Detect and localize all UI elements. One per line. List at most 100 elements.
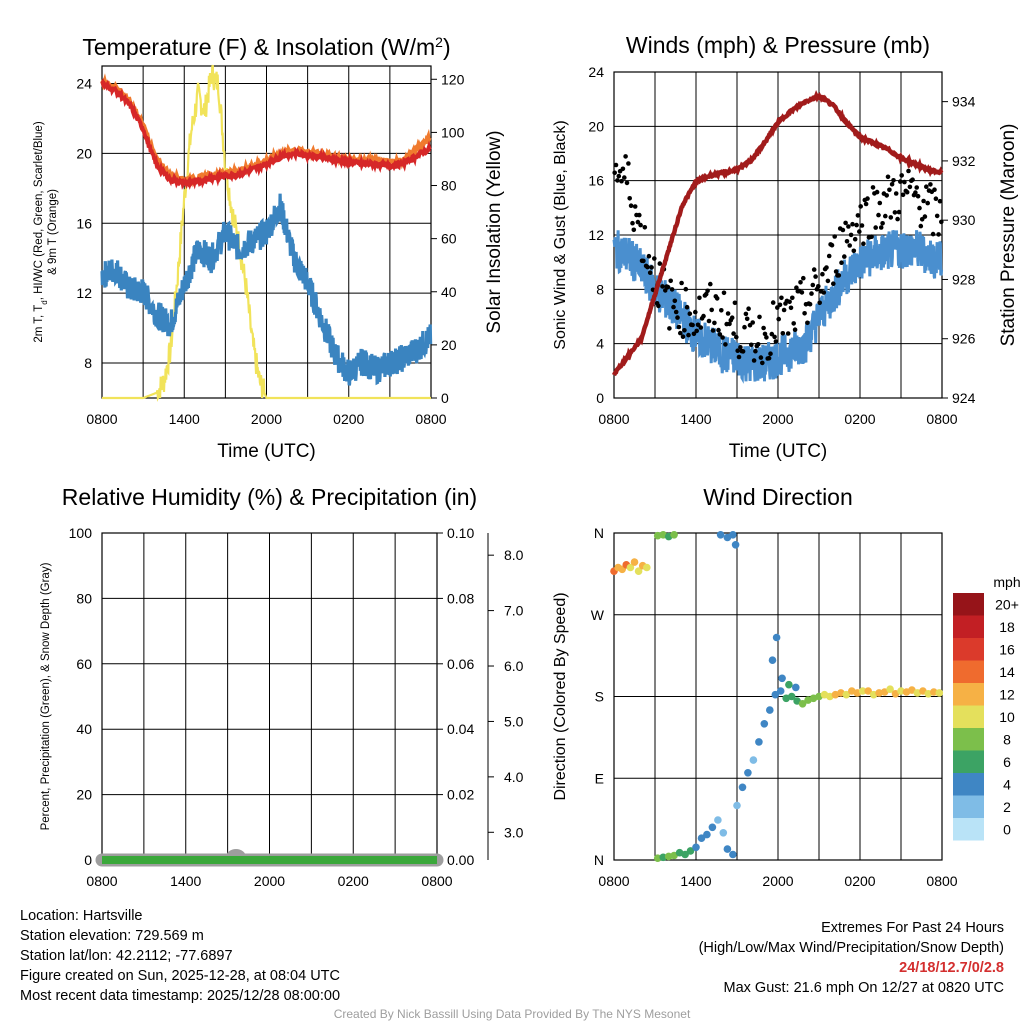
gust-point bbox=[667, 326, 672, 331]
gust-point bbox=[668, 278, 673, 284]
wind-speed-colorbar: mph 20+ 18 16 14 12 10 8 6 4 2 0 bbox=[953, 574, 1021, 841]
chart-title: Wind Direction bbox=[703, 484, 853, 510]
gust-point bbox=[918, 223, 924, 229]
gust-point bbox=[691, 331, 697, 337]
y2-tick-label: 60 bbox=[441, 231, 457, 247]
y3-tick-label: 3.0 bbox=[504, 824, 524, 840]
y-tick-label: 16 bbox=[588, 173, 604, 189]
gust-point bbox=[805, 320, 810, 326]
title-close: ) bbox=[443, 34, 451, 60]
gust-point bbox=[758, 355, 764, 360]
gust-point bbox=[649, 265, 654, 270]
gust-point bbox=[706, 318, 712, 324]
wind-direction-point bbox=[766, 706, 774, 714]
y-axis-label-line-1: 2m T, Td, HI/WC (Red, Green, Scarlet/Blu… bbox=[33, 121, 49, 342]
wind-direction-point bbox=[842, 690, 851, 699]
y2-tick-label: 932 bbox=[952, 153, 976, 169]
gust-point bbox=[854, 222, 859, 228]
gust-point bbox=[877, 200, 883, 206]
y-tick-label: 0 bbox=[84, 852, 92, 868]
gust-point bbox=[902, 179, 907, 185]
gust-point bbox=[673, 309, 679, 315]
gust-point bbox=[753, 348, 758, 354]
colorbar-label: 6 bbox=[1003, 754, 1011, 770]
y3-tick-label: 5.0 bbox=[504, 713, 524, 729]
x-tick-label: 1400 bbox=[169, 411, 200, 427]
colorbar-swatch bbox=[953, 818, 984, 841]
gust-point bbox=[829, 242, 835, 248]
wind-direction-point bbox=[626, 563, 635, 572]
y3-tick-label: 6.0 bbox=[504, 658, 524, 674]
gust-point bbox=[863, 201, 869, 207]
x-tick-label: 0200 bbox=[844, 411, 875, 427]
gust-point bbox=[893, 191, 899, 196]
gust-point bbox=[717, 332, 723, 337]
wind-direction-point bbox=[744, 769, 752, 777]
gust-point bbox=[660, 284, 665, 289]
gust-point bbox=[844, 239, 850, 244]
x-tick-label: 0800 bbox=[598, 873, 629, 889]
y-tick-label: W bbox=[591, 607, 605, 623]
figure-created-text: Figure created on Sun, 2025-12-28, at 08… bbox=[20, 968, 340, 984]
colorbar-swatch bbox=[953, 795, 984, 818]
gust-point bbox=[760, 360, 765, 366]
two-meter-temp-line bbox=[100, 78, 432, 190]
colorbar-label: 10 bbox=[999, 709, 1015, 725]
gust-point bbox=[615, 178, 620, 183]
gust-point bbox=[773, 339, 779, 344]
y-axis-label: Percent, Precipitation (Green), & Snow D… bbox=[40, 562, 52, 830]
wind-direction-point bbox=[787, 692, 796, 701]
winds-pressure-panel: Winds (mph) & Pressure (mb) 0800 1400 2000 0… bbox=[552, 32, 1019, 462]
plot-frame bbox=[613, 532, 943, 861]
gust-point bbox=[720, 335, 725, 340]
gust-point bbox=[731, 331, 736, 336]
y3-tick-label: 7.0 bbox=[504, 603, 524, 619]
x-tick-label: 2000 bbox=[762, 411, 793, 427]
y2-tick-label: 100 bbox=[441, 124, 465, 140]
gust-point bbox=[857, 229, 862, 234]
gust-point bbox=[612, 170, 617, 176]
gust-point bbox=[701, 313, 706, 319]
y2-tick-label: 40 bbox=[441, 284, 457, 300]
wind-direction-point bbox=[681, 850, 689, 859]
wind-direction-point bbox=[768, 656, 777, 664]
gust-point bbox=[870, 185, 876, 190]
y2-tick-label: 0.08 bbox=[447, 590, 474, 606]
gust-point bbox=[831, 281, 836, 287]
gust-point bbox=[764, 335, 769, 340]
gust-point bbox=[769, 331, 775, 337]
gust-point bbox=[738, 345, 743, 350]
gust-point bbox=[683, 286, 689, 292]
gust-point bbox=[913, 190, 918, 195]
colorbar-label: 12 bbox=[999, 686, 1015, 702]
y2-tick-label: 0.06 bbox=[447, 656, 474, 672]
gust-point bbox=[836, 273, 842, 278]
wind-direction-point bbox=[731, 541, 740, 549]
gust-point bbox=[709, 307, 714, 313]
wind-direction-point bbox=[714, 816, 722, 824]
gust-point bbox=[630, 220, 635, 226]
x-tick-label: 0800 bbox=[415, 411, 446, 427]
y-tick-label: 16 bbox=[76, 215, 92, 231]
gust-point bbox=[825, 278, 831, 284]
y-tick-label: 20 bbox=[76, 145, 92, 161]
colorbar-label: 18 bbox=[999, 619, 1015, 635]
wind-direction-panel: Wind Direction 0800 1400 2000 0200 0800 N E S W N D… bbox=[552, 484, 958, 889]
gust-point bbox=[623, 154, 628, 159]
elevation-text: Station elevation: 729.569 m bbox=[20, 928, 204, 944]
gust-point bbox=[755, 342, 761, 347]
y2-tick-label: 928 bbox=[952, 271, 976, 287]
gust-point bbox=[768, 351, 773, 357]
gust-point bbox=[884, 193, 889, 198]
wind-direction-point bbox=[778, 674, 786, 683]
gust-point bbox=[657, 261, 663, 266]
x-tick-label: 0800 bbox=[86, 873, 117, 889]
y2-tick-label: 0 bbox=[441, 390, 449, 406]
gust-point bbox=[896, 209, 902, 215]
gust-point bbox=[839, 260, 844, 266]
gust-point bbox=[906, 168, 911, 174]
wind-direction-point bbox=[634, 567, 643, 575]
gust-point bbox=[811, 267, 817, 272]
gust-point bbox=[787, 299, 792, 305]
wind-direction-point bbox=[755, 738, 763, 746]
